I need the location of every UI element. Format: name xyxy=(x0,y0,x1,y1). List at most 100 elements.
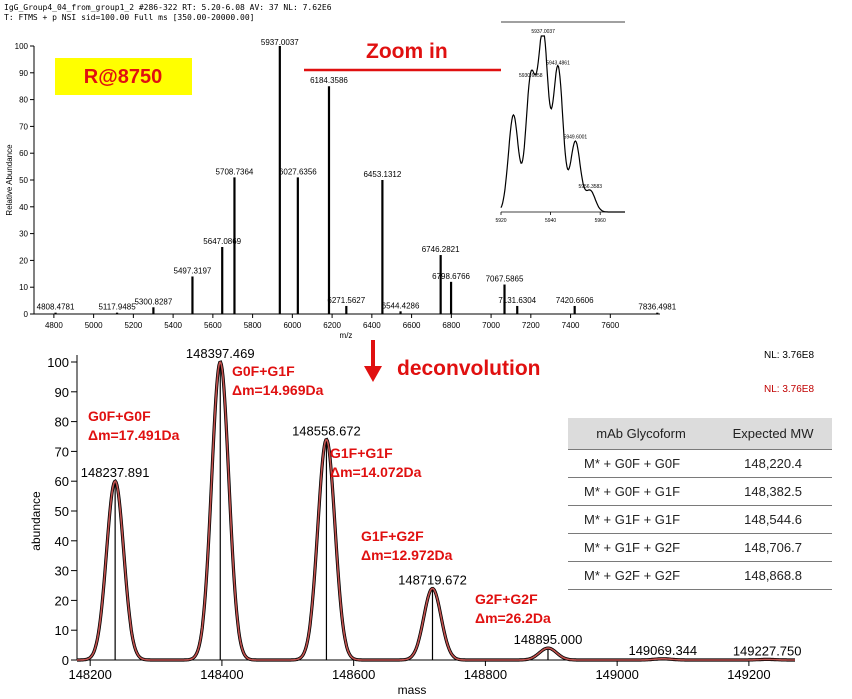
bot-x-tick-label: 148200 xyxy=(68,667,111,682)
top-x-tick-label: 7200 xyxy=(522,321,540,330)
bot-x-tick-label: 148800 xyxy=(464,667,507,682)
deconvolution-label: deconvolution xyxy=(397,357,541,380)
top-peak-label-15: 7131.6304 xyxy=(498,296,536,305)
resolution-label: R@8750 xyxy=(84,66,162,88)
bot-y-tick-label: 20 xyxy=(55,593,69,608)
table-header-row: mAb Glycoform Expected MW xyxy=(568,418,832,450)
bot-y-axis-label: abundance xyxy=(29,491,43,551)
table-cell-glycoform: M* + G1F + G2F xyxy=(568,533,715,562)
svg-text:G0F+G0F: G0F+G0F xyxy=(88,408,151,424)
scan-header-line1: IgG_Group4_04_from_group1_2 #286-322 RT:… xyxy=(4,3,332,12)
inset-peak-label-1: 5937.0037 xyxy=(531,29,555,35)
top-peak-label-0: 4808.4781 xyxy=(37,303,75,312)
top-peak-label-4: 5647.0869 xyxy=(203,237,241,246)
table-cell-mw: 148,220.4 xyxy=(714,449,832,478)
glycoform-annotation-g1f-g1f: G1F+G1F Δm=14.072Da xyxy=(330,445,422,480)
bot-peak-label-5: 149069.344 xyxy=(628,643,697,658)
svg-text:Δm=17.491Da: Δm=17.491Da xyxy=(88,427,180,443)
bot-envelope-curve xyxy=(77,361,795,661)
bot-peak-label-0: 148237.891 xyxy=(81,465,150,480)
glycoform-annotation-g2f-g2f: G2F+G2F Δm=26.2Da xyxy=(475,591,551,626)
top-x-tick-label: 5600 xyxy=(204,321,222,330)
bot-y-tick-label: 0 xyxy=(62,653,69,668)
bot-x-tick-label: 148600 xyxy=(332,667,375,682)
top-peak-label-14: 7067.5865 xyxy=(486,275,524,284)
table-cell-mw: 148,382.5 xyxy=(714,477,832,506)
top-y-tick-label: 10 xyxy=(19,283,28,292)
top-x-tick-label: 5200 xyxy=(124,321,142,330)
zoom-in-label: Zoom in xyxy=(366,40,448,63)
mass-spectrum-chart: 0 10 20 30 40 50 60 70 80 90 100 4800 5000 5200 5400 5… xyxy=(5,38,677,340)
inset-x-tick-label: 5940 xyxy=(545,218,556,224)
expected-mw-table: mAb Glycoform Expected MW M* + G0F + G0F… xyxy=(568,418,832,590)
table-cell-mw: 148,868.8 xyxy=(714,561,832,590)
nl-value-red: NL: 3.76E8 xyxy=(764,384,814,395)
svg-text:Δm=26.2Da: Δm=26.2Da xyxy=(475,610,551,626)
table-row: M* + G2F + G2F 148,868.8 xyxy=(568,561,832,590)
bot-peak-label-1: 148397.469 xyxy=(186,346,255,361)
table-cell-mw: 148,544.6 xyxy=(714,505,832,534)
inset-spectrum-curve xyxy=(500,35,625,213)
bot-x-tick-label: 149200 xyxy=(727,667,770,682)
svg-text:G1F+G2F: G1F+G2F xyxy=(361,528,424,544)
bot-y-tick-label: 60 xyxy=(55,474,69,489)
top-x-tick-label: 6600 xyxy=(403,321,421,330)
bot-peak-label-6: 149227.750 xyxy=(733,643,802,658)
table-row: M* + G1F + G1F 148,544.6 xyxy=(568,505,832,534)
inset-x-tick-label: 5920 xyxy=(495,218,506,224)
inset-peak-label-2: 5943.4861 xyxy=(546,61,570,67)
top-peak-label-16: 7420.6606 xyxy=(556,296,594,305)
top-peak-label-7: 6027.6356 xyxy=(279,167,317,176)
inset-peak-label-4: 5956.3583 xyxy=(578,184,602,190)
top-x-tick-label: 4800 xyxy=(45,321,63,330)
top-peak-label-8: 6184.3586 xyxy=(310,76,348,85)
top-y-tick-label: 50 xyxy=(19,176,28,185)
top-peak-label-5: 5708.7364 xyxy=(216,167,254,176)
top-y-axis-label: Relative Abundance xyxy=(5,144,14,216)
inset-peak-label-0: 5930.6958 xyxy=(519,73,543,79)
top-y-tick-label: 70 xyxy=(19,122,28,131)
bot-y-tick-label: 50 xyxy=(55,504,69,519)
top-peak-label-6: 5937.0037 xyxy=(261,38,299,47)
svg-text:Δm=14.969Da: Δm=14.969Da xyxy=(232,382,324,398)
table-cell-glycoform: M* + G0F + G1F xyxy=(568,477,715,506)
top-peak-label-11: 6544.4286 xyxy=(382,301,420,310)
svg-text:G0F+G1F: G0F+G1F xyxy=(232,363,295,379)
bot-y-tick-label: 10 xyxy=(55,623,69,638)
zoom-arrow xyxy=(304,63,524,77)
top-peak-label-9: 6271.5627 xyxy=(327,296,365,305)
top-y-tick-label: 100 xyxy=(15,42,29,51)
bot-y-tick-label: 80 xyxy=(55,415,69,430)
top-x-tick-label: 5400 xyxy=(164,321,182,330)
top-peak-label-17: 7836.4981 xyxy=(638,303,676,312)
table-cell-mw: 148,706.7 xyxy=(714,533,832,562)
top-x-tick-label: 6200 xyxy=(323,321,341,330)
bot-x-tick-label: 149000 xyxy=(595,667,638,682)
table-header-expected-mw: Expected MW xyxy=(714,418,832,450)
top-y-tick-label: 90 xyxy=(19,69,28,78)
bot-peak-label-4: 148895.000 xyxy=(514,632,583,647)
bot-y-tick-label: 70 xyxy=(55,444,69,459)
nl-value-top: NL: 3.76E8 xyxy=(764,350,814,361)
bot-x-axis-label: mass xyxy=(398,683,427,697)
inset-peak-label-3: 5949.6001 xyxy=(564,135,588,141)
top-y-tick-label: 20 xyxy=(19,256,28,265)
top-x-tick-label: 7400 xyxy=(562,321,580,330)
table-cell-glycoform: M* + G0F + G0F xyxy=(568,449,715,478)
top-y-tick-label: 30 xyxy=(19,230,28,239)
top-peak-label-12: 6746.2821 xyxy=(422,245,460,254)
bot-peak-label-2: 148558.672 xyxy=(292,423,361,438)
table-row: M* + G0F + G0F 148,220.4 xyxy=(568,449,832,478)
top-peak-label-3: 5497.3197 xyxy=(174,266,212,275)
zoom-inset-chart: 5920 5940 5960 5930.6958 5937.0037 5943.4861… xyxy=(495,21,625,224)
top-peak-label-13: 6798.6766 xyxy=(432,272,470,281)
svg-text:G1F+G1F: G1F+G1F xyxy=(330,445,393,461)
top-x-tick-label: 5800 xyxy=(244,321,262,330)
bot-peak-label-3: 148719.672 xyxy=(398,572,467,587)
top-x-tick-label: 5000 xyxy=(85,321,103,330)
svg-text:Δm=12.972Da: Δm=12.972Da xyxy=(361,547,453,563)
top-x-tick-label: 7600 xyxy=(601,321,619,330)
top-peak-label-1: 5117.9485 xyxy=(98,303,136,312)
deconvoluted-mass-chart: 0 10 20 30 40 50 60 70 80 90 100 148200 148400 14860… xyxy=(29,346,802,697)
